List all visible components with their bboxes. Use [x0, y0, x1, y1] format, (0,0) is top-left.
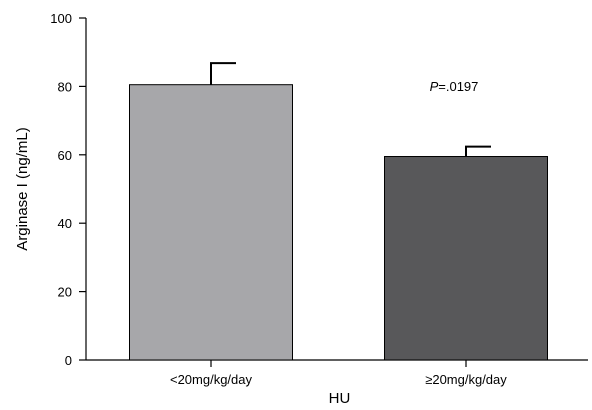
y-tick-label: 100 [50, 11, 72, 26]
x-tick-label: <20mg/kg/day [170, 372, 253, 387]
p-value-italic: P [430, 79, 439, 94]
error-bars [210, 62, 491, 157]
y-tick-label: 20 [58, 285, 72, 300]
bars [129, 84, 548, 361]
y-tick-label: 60 [58, 148, 72, 163]
bar [129, 84, 293, 361]
y-tick-label: 40 [58, 216, 72, 231]
y-tick-label: 0 [65, 353, 72, 368]
y-axis-title: Arginase I (ng/mL) [14, 127, 31, 250]
x-tick-label: ≥20mg/kg/day [425, 372, 507, 387]
y-ticks: 0 20 40 60 80 100 [50, 11, 86, 368]
x-axis-title: HU [329, 390, 351, 407]
x-ticks: <20mg/kg/day ≥20mg/kg/day [170, 360, 507, 387]
p-value-annotation: P=.0197 [430, 79, 479, 94]
p-value-text: =.0197 [438, 79, 478, 94]
bar [384, 156, 548, 361]
y-tick-label: 80 [58, 79, 72, 94]
